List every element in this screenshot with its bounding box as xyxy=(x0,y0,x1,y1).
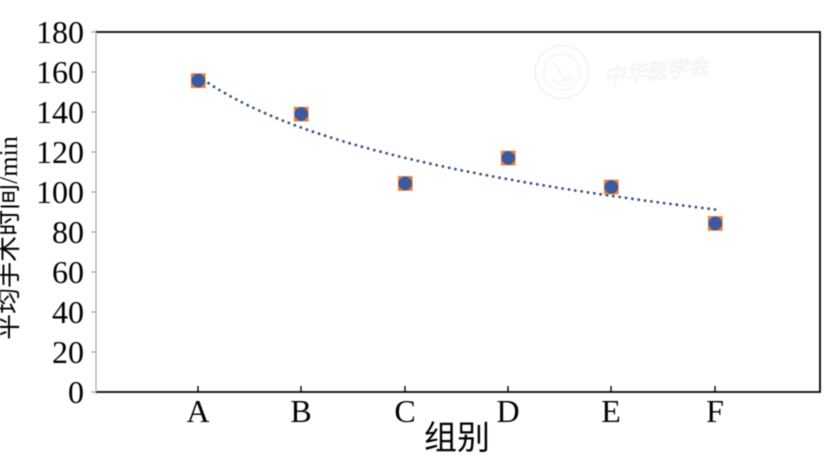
svg-text:B: B xyxy=(290,393,311,429)
svg-text:60: 60 xyxy=(52,254,84,290)
svg-text:80: 80 xyxy=(52,214,84,250)
svg-text:0: 0 xyxy=(68,374,84,410)
svg-text:平均手术时间/min: 平均手术时间/min xyxy=(0,136,23,340)
svg-text:180: 180 xyxy=(36,14,84,50)
svg-text:中华医学会: 中华医学会 xyxy=(603,54,712,89)
svg-text:F: F xyxy=(706,393,724,429)
svg-text:100: 100 xyxy=(36,174,84,210)
svg-text:A: A xyxy=(186,393,209,429)
svg-text:140: 140 xyxy=(36,94,84,130)
svg-text:160: 160 xyxy=(36,54,84,90)
svg-text:20: 20 xyxy=(52,334,84,370)
svg-text:C: C xyxy=(394,393,415,429)
svg-text:D: D xyxy=(496,393,519,429)
svg-text:组别: 组别 xyxy=(424,420,490,456)
svg-text:40: 40 xyxy=(52,294,84,330)
svg-text:E: E xyxy=(601,393,621,429)
svg-text:120: 120 xyxy=(36,134,84,170)
